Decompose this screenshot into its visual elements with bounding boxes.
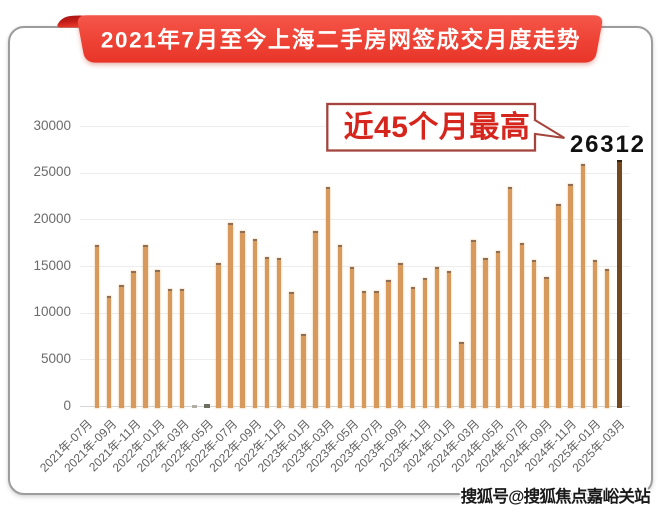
svg-text:2021年7月至今上海二手房网签成交月度走势: 2021年7月至今上海二手房网签成交月度走势 (101, 27, 581, 53)
svg-text:近45个月最高: 近45个月最高 (344, 111, 531, 144)
